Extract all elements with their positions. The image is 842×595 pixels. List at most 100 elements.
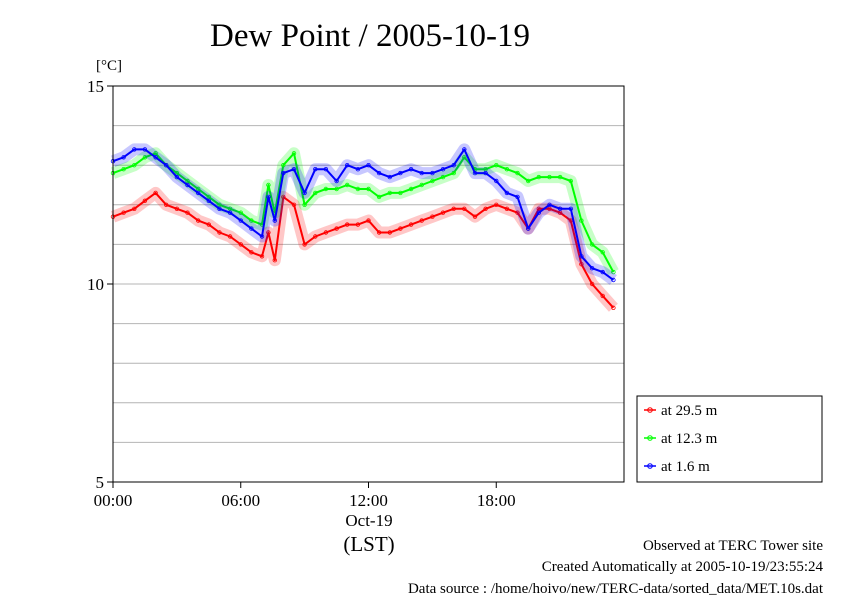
x-tick-label: 12:00	[349, 491, 388, 510]
data-point	[345, 182, 350, 188]
data-point	[536, 210, 541, 215]
data-point	[515, 170, 520, 176]
data-point	[504, 166, 510, 172]
legend-marker	[647, 463, 653, 469]
legend-label: at 1.6 m	[661, 459, 710, 475]
data-point	[515, 194, 520, 200]
data-point	[291, 151, 297, 156]
data-point	[323, 186, 329, 192]
footer-data-source: Data source : /home/hoivo/new/TERC-data/…	[408, 581, 824, 595]
data-point	[132, 147, 137, 152]
data-point	[600, 293, 605, 299]
data-point	[430, 214, 435, 219]
data-point	[376, 170, 382, 176]
data-point	[568, 178, 573, 184]
legend: at 29.5 m at 12.3 m at 1.6 m	[636, 395, 823, 483]
data-point	[291, 202, 297, 207]
data-point	[302, 190, 307, 196]
data-point	[387, 190, 392, 196]
series-2	[110, 147, 619, 275]
data-point	[238, 242, 243, 247]
data-point	[419, 218, 424, 223]
data-point	[504, 206, 510, 211]
data-point	[526, 178, 531, 184]
data-point	[334, 186, 339, 192]
data-point	[611, 305, 616, 310]
data-point	[589, 281, 595, 287]
data-point	[494, 178, 499, 184]
data-point	[483, 206, 488, 211]
data-point	[313, 190, 318, 196]
series-layer	[110, 143, 619, 312]
data-point	[142, 198, 148, 203]
data-point	[366, 162, 371, 168]
data-point	[600, 269, 605, 275]
chart-title: Dew Point / 2005-10-19	[210, 18, 530, 54]
y-tick-label: 15	[87, 77, 104, 96]
data-point	[291, 166, 297, 172]
data-point	[142, 155, 148, 160]
data-point	[153, 190, 158, 196]
data-point	[227, 210, 233, 215]
data-point	[589, 242, 595, 247]
data-point	[451, 170, 456, 176]
data-point	[281, 170, 286, 176]
data-point	[266, 182, 271, 188]
data-point	[600, 250, 605, 255]
data-point	[557, 206, 563, 211]
data-point	[266, 194, 271, 200]
data-point	[419, 170, 424, 176]
data-point	[451, 206, 456, 211]
grid-lines	[113, 125, 624, 443]
data-point	[376, 194, 382, 200]
data-point	[462, 206, 467, 211]
x-axis-ticks: 00:00 06:00 12:00 18:00	[94, 482, 516, 510]
data-point	[281, 194, 286, 200]
data-point	[611, 269, 616, 275]
data-point	[334, 226, 339, 231]
series-3	[110, 143, 617, 285]
data-point	[313, 166, 318, 172]
series-line	[112, 148, 614, 281]
data-point	[266, 230, 271, 235]
data-point	[259, 254, 265, 259]
data-point	[121, 166, 126, 172]
data-point	[408, 186, 414, 192]
data-point	[366, 218, 371, 223]
data-point	[398, 190, 403, 196]
data-point	[206, 222, 211, 227]
data-point	[313, 234, 318, 239]
data-point	[185, 182, 190, 188]
data-point	[355, 222, 361, 227]
data-point	[440, 174, 446, 180]
y-tick-label: 5	[96, 473, 105, 492]
data-point	[462, 147, 467, 152]
data-point	[355, 186, 361, 192]
data-point	[259, 234, 265, 239]
data-point	[611, 277, 616, 283]
data-point	[366, 186, 371, 192]
footer-observed-site: Observed at TERC Tower site	[643, 538, 823, 554]
x-tick-label: 00:00	[94, 491, 133, 510]
data-point	[515, 210, 520, 215]
data-point	[195, 218, 201, 223]
data-point	[132, 206, 137, 211]
data-point	[483, 170, 488, 176]
data-point	[238, 218, 243, 223]
data-point	[430, 178, 435, 184]
data-point	[185, 210, 190, 215]
data-point	[579, 254, 584, 259]
data-point	[238, 210, 243, 215]
data-point	[281, 162, 286, 168]
data-point	[472, 214, 478, 219]
data-point	[398, 226, 403, 231]
data-point	[227, 234, 233, 239]
data-point	[579, 262, 584, 267]
y-axis-ticks: 5 10 15	[87, 77, 113, 492]
data-point	[323, 230, 329, 235]
x-tick-label: 06:00	[221, 491, 260, 510]
data-point	[440, 166, 446, 172]
data-point	[153, 155, 158, 160]
data-point	[547, 202, 552, 207]
